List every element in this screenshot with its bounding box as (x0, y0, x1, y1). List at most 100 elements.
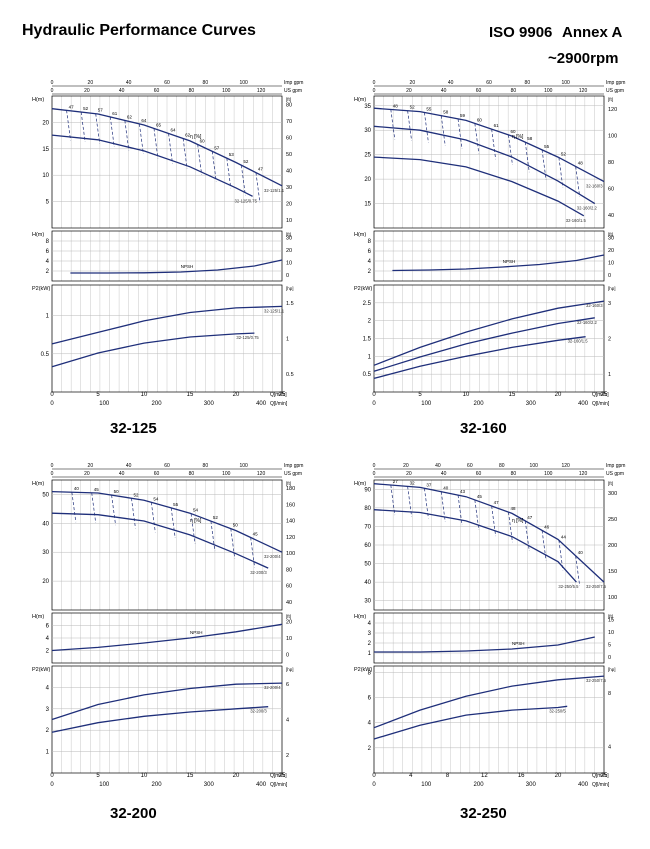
imp-gpm-tick: 40 (126, 80, 132, 86)
flow-lmin-tick: 0 (50, 782, 54, 788)
efficiency-line (230, 528, 236, 559)
efficiency-line (558, 540, 564, 571)
power-curve (373, 675, 605, 729)
imp-gpm-tick: 60 (467, 463, 473, 469)
imp-gpm-tick: 0 (373, 80, 376, 86)
efficiency-line (575, 166, 581, 197)
head-axis-label: H(m) (32, 97, 44, 103)
efficiency-line (407, 110, 412, 141)
us-gpm-tick: 0 (51, 471, 54, 477)
us-gpm-tick: 20 (84, 88, 90, 94)
head-curve-label: 32-160/2.2 (577, 206, 598, 211)
efficiency-value: 52 (243, 159, 249, 164)
flow-lmin-tick: 0 (50, 401, 54, 407)
efficiency-value: 61 (112, 111, 118, 116)
head-right-tick: 10 (286, 218, 292, 224)
power-curve-label: 32-125/0.75 (236, 335, 259, 340)
power-frame (373, 665, 605, 774)
efficiency-value: 55 (544, 144, 550, 149)
flow-lmin-unit: Q[l/min] (592, 401, 610, 407)
head-right-tick: 140 (286, 519, 295, 525)
npsh-right-tick: 15 (608, 617, 614, 623)
power-curve-label: 32-160/2.2 (577, 320, 598, 325)
us-gpm-tick: 20 (84, 471, 90, 477)
efficiency-value: 52 (83, 106, 89, 111)
power-curve-label: 32-125/1.1 (264, 308, 285, 313)
flow-m3h-tick: 5 (418, 392, 422, 398)
head-curve (373, 107, 605, 183)
efficiency-value: 47 (494, 500, 500, 505)
head-curve (373, 125, 596, 205)
flow-lmin-tick: 0 (372, 782, 376, 788)
head-tick: 50 (42, 492, 49, 498)
efficiency-value: 47 (527, 515, 533, 520)
npsh-frame (373, 230, 605, 282)
efficiency-line (226, 158, 232, 189)
npsh-right-tick: 5 (608, 642, 611, 648)
imp-gpm-tick: 80 (203, 80, 209, 86)
imp-gpm-tick: 20 (88, 463, 94, 469)
power-axis-label: P2(kW) (354, 286, 373, 292)
npsh-label: NPSH (181, 264, 194, 269)
npsh-tick: 4 (46, 259, 50, 265)
npsh-axis-label: H(m) (32, 232, 44, 238)
flow-m3h-tick: 10 (463, 392, 470, 398)
npsh-right-tick: 30 (608, 235, 614, 241)
power-right-tick: 1 (608, 372, 611, 378)
flow-lmin-tick: 300 (204, 782, 215, 788)
efficiency-value: 52 (561, 152, 567, 157)
power-tick: 2 (46, 728, 50, 734)
efficiency-line (508, 512, 513, 543)
us-gpm-tick: 100 (222, 88, 231, 94)
head-tick: 25 (364, 153, 371, 159)
efficiency-value: 62 (127, 114, 133, 119)
efficiency-value: 45 (477, 494, 483, 499)
npsh-right-tick: 20 (286, 248, 292, 254)
power-right-unit: [hp] (286, 286, 294, 291)
efficiency-line (558, 157, 564, 188)
us-gpm-tick: 80 (189, 88, 195, 94)
npsh-right-tick: 10 (286, 636, 292, 642)
power-curve-label: 32-250/5 (549, 708, 566, 713)
efficiency-label: η [%] (190, 518, 202, 524)
efficiency-line (491, 129, 497, 160)
efficiency-value: 50 (114, 489, 120, 494)
efficiency-value: 57 (98, 108, 104, 113)
efficiency-label: η [%] (512, 134, 524, 140)
head-right-tick: 50 (286, 152, 292, 158)
head-tick: 40 (42, 521, 49, 527)
efficiency-line (250, 537, 255, 568)
flow-lmin-tick: 200 (152, 401, 163, 407)
npsh-label: NPSH (512, 641, 525, 646)
efficiency-line (407, 486, 412, 517)
power-right-unit: [hp] (286, 667, 294, 672)
head-right-tick: 40 (286, 600, 292, 606)
flow-lmin-tick: 400 (578, 782, 589, 788)
efficiency-line (457, 495, 463, 526)
npsh-curve (392, 254, 605, 272)
power-axis-label: P2(kW) (32, 667, 51, 673)
head-right-tick: 60 (286, 584, 292, 590)
npsh-frame (51, 230, 283, 282)
flow-m3h-tick: 10 (141, 392, 148, 398)
power-curve (373, 300, 605, 366)
efficiency-line (541, 149, 547, 180)
us-gpm-unit: US gpm (284, 88, 302, 94)
head-right-tick: 250 (608, 517, 617, 523)
power-tick: 1.5 (363, 337, 372, 343)
head-right-tick: 30 (286, 185, 292, 191)
imp-gpm-tick: 80 (499, 463, 505, 469)
model-label: 32-160 (460, 420, 507, 437)
efficiency-line (524, 142, 530, 173)
power-curve (51, 332, 255, 368)
imp-gpm-unit: Imp gpm (606, 80, 625, 86)
efficiency-value: 45 (94, 487, 100, 492)
flow-m3h-tick: 5 (96, 392, 100, 398)
efficiency-line (131, 498, 136, 529)
efficiency-value: 58 (443, 110, 449, 115)
grid (51, 96, 283, 392)
head-right-tick: 60 (286, 135, 292, 141)
flow-lmin-unit: Q[l/min] (270, 782, 288, 788)
us-gpm-tick: 100 (222, 471, 231, 477)
power-right-tick: 1 (286, 337, 289, 343)
